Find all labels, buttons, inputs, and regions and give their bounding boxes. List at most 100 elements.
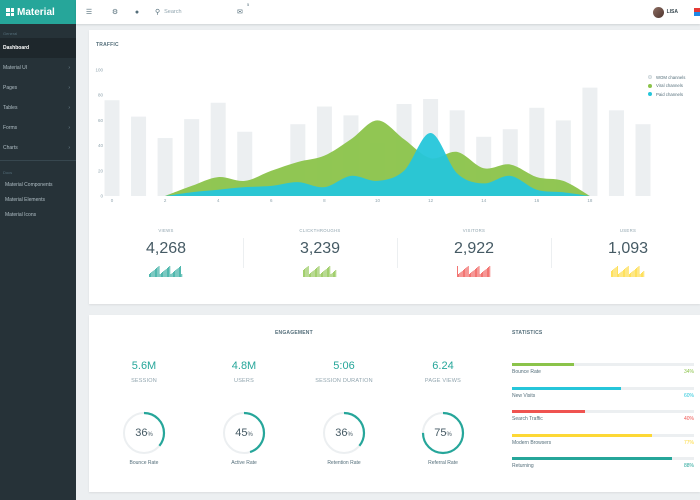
- statistic-row: Returning 88%: [512, 463, 694, 469]
- gauge-label: Active Rate: [231, 460, 257, 466]
- search-box[interactable]: ⚲ Search: [155, 8, 235, 16]
- chevron-right-icon: ›: [68, 65, 70, 71]
- legend-label: Paid channels: [656, 91, 683, 97]
- x-tick-label: 8: [323, 198, 326, 203]
- sidebar-item-dashboard[interactable]: Dashboard: [0, 38, 76, 58]
- metric-label: SESSION DURATION: [315, 378, 373, 384]
- sidebar-item-tables[interactable]: Tables ›: [0, 98, 76, 118]
- y-tick-label: 20: [98, 168, 104, 173]
- gauge-value: 36%: [335, 427, 353, 439]
- x-tick-label: 6: [270, 198, 273, 203]
- y-tick-label: 60: [98, 118, 104, 123]
- brand[interactable]: Material: [0, 0, 76, 24]
- wom-bar: [184, 119, 200, 196]
- statistic-search-traffic: Search Traffic 40%: [512, 410, 694, 422]
- statistics-title: STATISTICS: [512, 330, 543, 336]
- progress-track: [512, 433, 694, 437]
- legend-label: Viral channels: [656, 83, 683, 89]
- stat-label: USERS: [619, 228, 637, 233]
- palette-icon[interactable]: ●: [134, 8, 140, 16]
- statistic-row: New Visits 60%: [512, 393, 694, 399]
- stat-divider: [551, 238, 552, 268]
- sidebar-subitem[interactable]: Material Components: [5, 181, 53, 188]
- mail-icon: ✉: [237, 9, 243, 16]
- metric-label: SESSION: [131, 378, 157, 384]
- progress-track: [512, 363, 694, 366]
- sidebar-subitem[interactable]: Material Elements: [5, 196, 46, 203]
- flag-icon[interactable]: [694, 8, 700, 16]
- sidebar-section-general: General: [3, 31, 18, 36]
- gauge-label: Retention Rate: [327, 460, 361, 466]
- x-tick-label: 14: [481, 198, 487, 203]
- stat-views: VIEWS 4,268: [89, 228, 243, 277]
- search-input[interactable]: Search: [164, 9, 182, 15]
- sidebar-item-label: Forms: [3, 125, 18, 131]
- statistic-label: New Visits: [512, 392, 536, 399]
- metric-value: 5:06: [333, 360, 355, 372]
- legend-dot: [648, 75, 652, 80]
- sidebar-item-forms[interactable]: Forms ›: [0, 118, 76, 138]
- wom-bar: [608, 110, 624, 196]
- sidebar-divider: [0, 160, 76, 161]
- sidebar-item-label: Dashboard: [3, 45, 30, 51]
- traffic-chart: 0 20 40 60 80 100 0 2 4 6 8 10 12 14 16 18: [95, 68, 651, 203]
- gauge-value: 36%: [135, 427, 153, 439]
- statistic-modern-browsers: Modern Browsers 77%: [512, 433, 694, 446]
- sparkline: [457, 266, 491, 277]
- gauge-ring: 36%: [122, 411, 166, 455]
- wom-bar: [104, 100, 120, 196]
- mail-button[interactable]: ✉ 5: [237, 2, 249, 16]
- topbar: ☰ ⚙ ● ⚲ Search ✉ 5 LISA: [76, 0, 700, 24]
- progress-track: [512, 410, 694, 413]
- wom-bar: [237, 131, 253, 196]
- statistic-bounce-rate: Bounce Rate 34%: [512, 363, 694, 375]
- engagement-metric: 5.6M SESSION: [94, 360, 194, 384]
- chart-legend: WOM channels Viral channels Paid channels: [648, 73, 685, 99]
- user-name: LISA: [666, 9, 678, 15]
- sidebar-item-label: Pages: [3, 85, 18, 91]
- sidebar-subitem[interactable]: Material Icons: [5, 211, 37, 218]
- gauge-label: Referral Rate: [428, 460, 458, 466]
- statistic-percent: 40%: [683, 416, 694, 422]
- legend-label: WOM channels: [656, 74, 686, 80]
- stat-label: VIEWS: [158, 228, 174, 233]
- wom-bar: [635, 124, 651, 196]
- engagement-metric: 5:06 SESSION DURATION: [294, 360, 394, 384]
- progress-fill: [512, 457, 673, 460]
- wom-bar: [157, 138, 173, 196]
- wom-bar: [529, 107, 545, 196]
- gauge-referral-rate: 75% Referral Rate: [393, 410, 493, 466]
- statistic-percent: 34%: [683, 369, 694, 375]
- chevron-right-icon: ›: [68, 105, 70, 111]
- chevron-right-icon: ›: [68, 145, 70, 151]
- stat-visitors: VISITORS 2,922: [397, 228, 551, 277]
- statistic-returning: Returning 88%: [512, 457, 694, 469]
- statistic-new-visits: New Visits 60%: [512, 386, 694, 399]
- brand-title: Material: [17, 6, 55, 18]
- sidebar-item-pages[interactable]: Pages ›: [0, 78, 76, 98]
- statistic-percent: 88%: [683, 463, 694, 469]
- sparkline: [149, 266, 183, 277]
- gauge-retention-rate: 36% Retention Rate: [294, 410, 394, 466]
- sidebar-item-material-ui[interactable]: Material UI ›: [0, 58, 76, 78]
- progress-track: [512, 457, 694, 460]
- gear-icon[interactable]: ⚙: [111, 9, 119, 16]
- stat-value: 1,093: [607, 240, 649, 257]
- legend-item: WOM channels: [648, 73, 685, 82]
- chevron-right-icon: ›: [68, 125, 70, 131]
- wom-bar: [555, 120, 571, 196]
- x-tick-label: 18: [587, 198, 593, 203]
- user-menu[interactable]: LISA: [652, 6, 678, 18]
- x-tick-label: 0: [111, 198, 114, 203]
- metric-value: 5.6M: [131, 360, 157, 372]
- engagement-card: ENGAGEMENT STATISTICS 5.6M SESSION 4.8M USE…: [89, 315, 700, 492]
- menu-icon[interactable]: ☰: [85, 9, 93, 16]
- progress-fill: [512, 433, 653, 437]
- grid-logo-icon: [6, 8, 14, 16]
- search-icon: ⚲: [155, 9, 161, 16]
- statistic-percent: 77%: [683, 439, 694, 446]
- statistic-label: Search Traffic: [512, 416, 543, 422]
- sidebar-item-charts[interactable]: Charts ›: [0, 138, 76, 158]
- wom-bar: [131, 116, 147, 196]
- sparkline: [611, 266, 645, 277]
